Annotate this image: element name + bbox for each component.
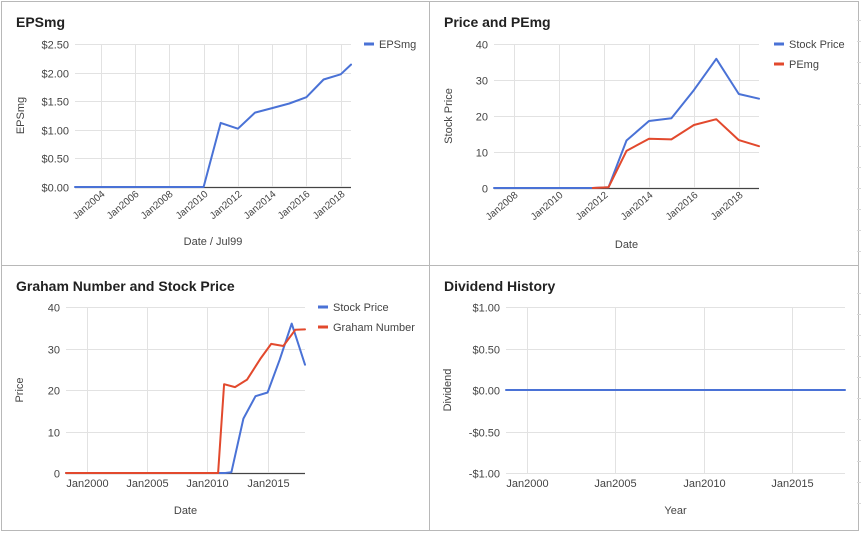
chart-title: Graham Number and Stock Price <box>16 278 235 294</box>
x-tick-label: Jan2016 <box>276 189 313 222</box>
price-pe-chart-panel: Price and PEmg 0 10 20 30 40 Jan2008 Jan2010 Ja… <box>429 1 859 266</box>
y-tick-label: $2.50 <box>41 40 69 52</box>
chart-title: EPSmg <box>16 14 66 30</box>
y-tick-label: 30 <box>476 76 488 88</box>
x-axis-title: Year <box>664 505 687 517</box>
x-tick-label: Jan2005 <box>126 478 168 490</box>
y-tick-label: 10 <box>48 428 60 440</box>
y-tick-label: $0.50 <box>472 345 500 357</box>
x-tick-label: Jan2004 <box>71 189 108 222</box>
y-tick-label: $1.00 <box>472 303 500 315</box>
y-axis-title: Price <box>14 377 26 402</box>
y-tick-label: 20 <box>476 112 488 124</box>
y-tick-label: $2.00 <box>41 69 69 81</box>
y-tick-label: $0.00 <box>472 386 500 398</box>
chart-title: Dividend History <box>444 278 556 294</box>
x-tick-label: Jan2008 <box>139 189 176 222</box>
x-tick-label: Jan2000 <box>66 478 108 490</box>
legend-label: Stock Price <box>789 39 845 51</box>
series-line-stock-price <box>65 322 306 474</box>
x-tick-label: Jan2000 <box>506 478 548 490</box>
x-tick-label: Jan2012 <box>574 190 611 223</box>
series-line-pemg <box>591 118 760 189</box>
eps-chart: $0.00$0.50$1.00$1.50$2.00$2.50Jan2004Jan… <box>15 39 416 248</box>
x-tick-label: Jan2005 <box>594 478 636 490</box>
y-tick-label: $1.00 <box>41 126 69 138</box>
y-tick-label: 0 <box>54 469 60 481</box>
x-axis-title: Date <box>615 239 638 251</box>
legend-label: EPSmg <box>379 39 416 51</box>
legend-label: Graham Number <box>333 322 415 334</box>
x-tick-label: Jan2006 <box>105 189 142 222</box>
x-tick-label: Jan2010 <box>174 189 211 222</box>
y-tick-label: $0.50 <box>41 154 69 166</box>
x-tick-label: Jan2012 <box>208 189 245 222</box>
y-axis-title: EPSmg <box>15 97 27 134</box>
y-axis-title: Stock Price <box>443 88 455 144</box>
x-axis-title: Date <box>174 505 197 517</box>
series-line-graham-number <box>65 328 306 474</box>
x-tick-label: Jan2010 <box>683 478 725 490</box>
y-axis-title: Dividend <box>442 369 454 412</box>
x-tick-label: Jan2014 <box>242 189 279 222</box>
x-tick-label: Jan2010 <box>529 190 566 223</box>
y-tick-label: 40 <box>476 40 488 52</box>
dividend-chart-panel: Dividend History -$1.00 -$0.50 $0.00 $0.50 $… <box>429 265 859 531</box>
graham-chart: 0 10 20 30 40 Jan2000 Jan2005 Jan2010 Jan2015 Sto… <box>14 302 415 517</box>
x-tick-label: Jan2010 <box>186 478 228 490</box>
y-tick-label: $0.00 <box>41 183 69 195</box>
x-tick-label: Jan2016 <box>664 190 701 223</box>
sheet-edge-gridlines <box>857 20 861 504</box>
y-tick-label: 40 <box>48 303 60 315</box>
graham-chart-panel: Graham Number and Stock Price 0 10 20 30 40 J… <box>1 265 430 531</box>
dividend-chart: -$1.00 -$0.50 $0.00 $0.50 $1.00 Jan2000 Jan200… <box>442 303 846 517</box>
legend-label: PEmg <box>789 59 819 71</box>
series-line-epsmg <box>74 63 352 188</box>
x-axis-title: Date / Jul99 <box>184 236 243 248</box>
y-tick-label: $1.50 <box>41 97 69 109</box>
x-tick-label: Jan2008 <box>484 190 521 223</box>
x-tick-label: Jan2018 <box>709 190 746 223</box>
x-tick-label: Jan2018 <box>311 189 348 222</box>
y-tick-label: 20 <box>48 386 60 398</box>
x-tick-label: Jan2015 <box>247 478 289 490</box>
y-tick-label: 30 <box>48 345 60 357</box>
x-tick-label: Jan2014 <box>619 190 656 223</box>
chart-title: Price and PEmg <box>444 14 551 30</box>
eps-chart-panel: EPSmg $0.00 $0.50 $1.00 $1.50 $2.00 $2.50 Jan2… <box>1 1 430 266</box>
y-tick-label: -$0.50 <box>469 428 500 440</box>
y-tick-label: -$1.00 <box>469 469 500 481</box>
x-tick-label: Jan2015 <box>771 478 813 490</box>
legend-label: Stock Price <box>333 302 389 314</box>
series-line-stock-price <box>493 57 760 189</box>
y-tick-label: 0 <box>482 184 488 196</box>
y-tick-label: 10 <box>476 148 488 160</box>
